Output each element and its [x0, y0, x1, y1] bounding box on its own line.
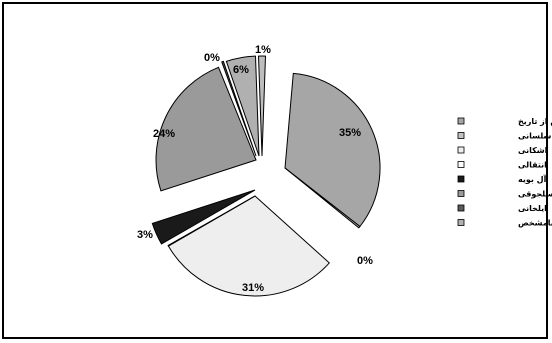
pie-slice — [167, 195, 331, 297]
slice-labels: 35% 0% 31% 3% 24% 0% 6% 1% — [137, 44, 373, 294]
pie-slice — [284, 167, 361, 229]
pie-slice — [155, 66, 257, 192]
slice-percent-label: 0% — [204, 52, 220, 64]
legend-label: پیش از تاریخ — [518, 117, 552, 127]
slice-percent-label: 1% — [255, 44, 271, 56]
pie-slices — [151, 55, 381, 297]
legend-swatch — [457, 190, 465, 197]
slice-percent-label: 0% — [357, 255, 373, 267]
legend-label: سلسانی — [518, 132, 552, 141]
legend-swatch — [457, 117, 465, 125]
legend-label: نامشخص — [518, 219, 552, 229]
pie-slice — [284, 72, 381, 228]
legend-swatch — [457, 161, 465, 168]
slice-percent-label: 6% — [233, 64, 249, 76]
pie-slice — [225, 55, 260, 157]
legend-label: ایلخانی — [518, 204, 547, 213]
legend: پیش از تاریخ سلسانی اشکانی انتقالی آل بویه سل… — [457, 117, 552, 229]
legend-swatch — [457, 146, 465, 154]
legend-label: انتقالی — [518, 161, 547, 170]
pie-slice — [257, 55, 267, 157]
pie-slice — [221, 60, 257, 157]
slice-percent-label: 3% — [137, 229, 153, 241]
legend-swatch — [457, 219, 465, 226]
legend-swatch — [457, 204, 465, 212]
legend-label: سلجوقی — [518, 190, 552, 199]
pie-slice — [151, 189, 256, 245]
slice-percent-label: 31% — [242, 282, 264, 294]
slice-percent-label: 35% — [339, 127, 361, 139]
legend-swatch — [457, 132, 465, 139]
legend-swatch — [457, 175, 465, 183]
pie-slice — [167, 195, 256, 247]
legend-label: اشکانی — [518, 146, 548, 155]
slice-percent-label: 24% — [153, 128, 175, 140]
legend-label: آل بویه — [518, 174, 547, 184]
